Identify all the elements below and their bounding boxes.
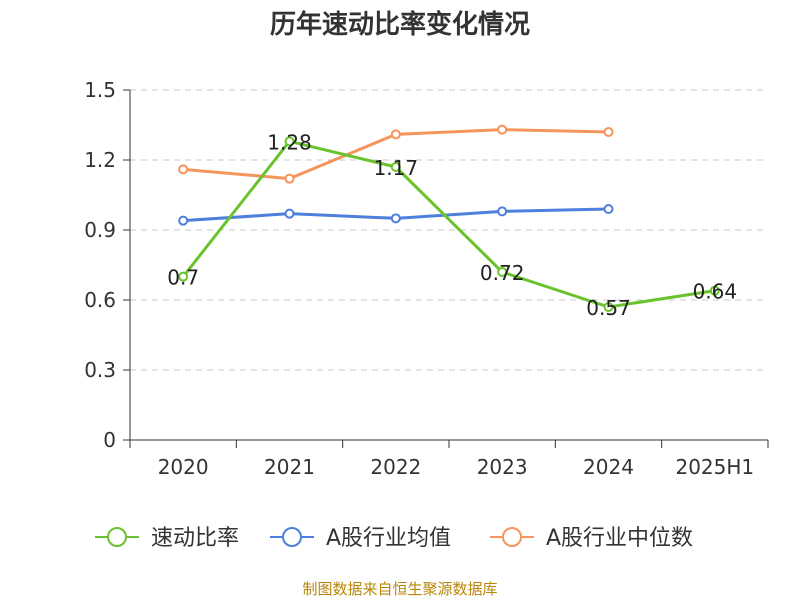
data-point[interactable] <box>497 124 508 135</box>
x-tick-label: 2021 <box>264 455 315 479</box>
data-label: 1.28 <box>267 130 312 154</box>
data-point[interactable] <box>284 208 295 219</box>
x-tick-label: 2023 <box>477 455 528 479</box>
legend-item[interactable]: A股行业均值 <box>270 526 451 551</box>
y-tick-label: 1.2 <box>84 148 116 172</box>
data-label: 1.17 <box>374 156 419 180</box>
data-point[interactable] <box>178 271 189 282</box>
data-point[interactable] <box>284 173 295 184</box>
data-point[interactable] <box>178 164 189 175</box>
x-tick-label: 2025H1 <box>675 455 754 479</box>
data-label: 0.57 <box>586 296 631 320</box>
legend-label: 速动比率 <box>151 526 239 551</box>
source-note: 制图数据来自恒生聚源数据库 <box>302 580 498 598</box>
data-point[interactable] <box>603 127 614 137</box>
legend-item[interactable]: A股行业中位数 <box>490 526 693 551</box>
x-tick-label: 2020 <box>158 455 209 479</box>
data-label: 0.7 <box>167 266 199 290</box>
legend-label: A股行业中位数 <box>546 526 693 551</box>
y-tick-label: 1.5 <box>84 78 116 102</box>
data-point[interactable] <box>497 206 508 217</box>
data-point[interactable] <box>709 285 720 296</box>
y-tick-label: 0.6 <box>84 288 116 312</box>
data-point[interactable] <box>390 162 401 172</box>
series-line <box>181 139 716 309</box>
legend-label: A股行业均值 <box>326 526 451 551</box>
legend-marker-icon <box>107 527 127 547</box>
chart-title: 历年速动比率变化情况 <box>269 10 530 40</box>
data-point[interactable] <box>390 213 401 224</box>
data-point[interactable] <box>497 267 508 277</box>
legend: 速动比率 A股行业均值 A股行业中位数 <box>95 526 693 551</box>
data-labels: 0.7 1.28 1.17 0.72 0.57 0.64 <box>167 130 737 320</box>
y-tick-label: 0.3 <box>84 358 116 382</box>
data-label: 0.72 <box>480 261 525 285</box>
data-point[interactable] <box>178 215 189 226</box>
y-tick-label: 0 <box>103 428 116 452</box>
axes: 0 0.3 0.6 0.9 1.2 1.5 2020 2021 2022 2023 2024 2025… <box>84 78 769 479</box>
data-point[interactable] <box>390 129 401 140</box>
legend-marker-icon <box>502 527 522 547</box>
legend-item[interactable]: 速动比率 <box>95 526 239 551</box>
series-lines <box>178 124 720 312</box>
x-tick-label: 2024 <box>583 455 634 479</box>
data-point[interactable] <box>284 136 295 147</box>
data-point[interactable] <box>603 302 614 312</box>
legend-marker-icon <box>282 527 302 547</box>
data-label: 0.64 <box>693 280 738 304</box>
x-tick-label: 2022 <box>370 455 421 479</box>
data-point[interactable] <box>603 204 614 214</box>
y-tick-label: 0.9 <box>84 218 116 242</box>
